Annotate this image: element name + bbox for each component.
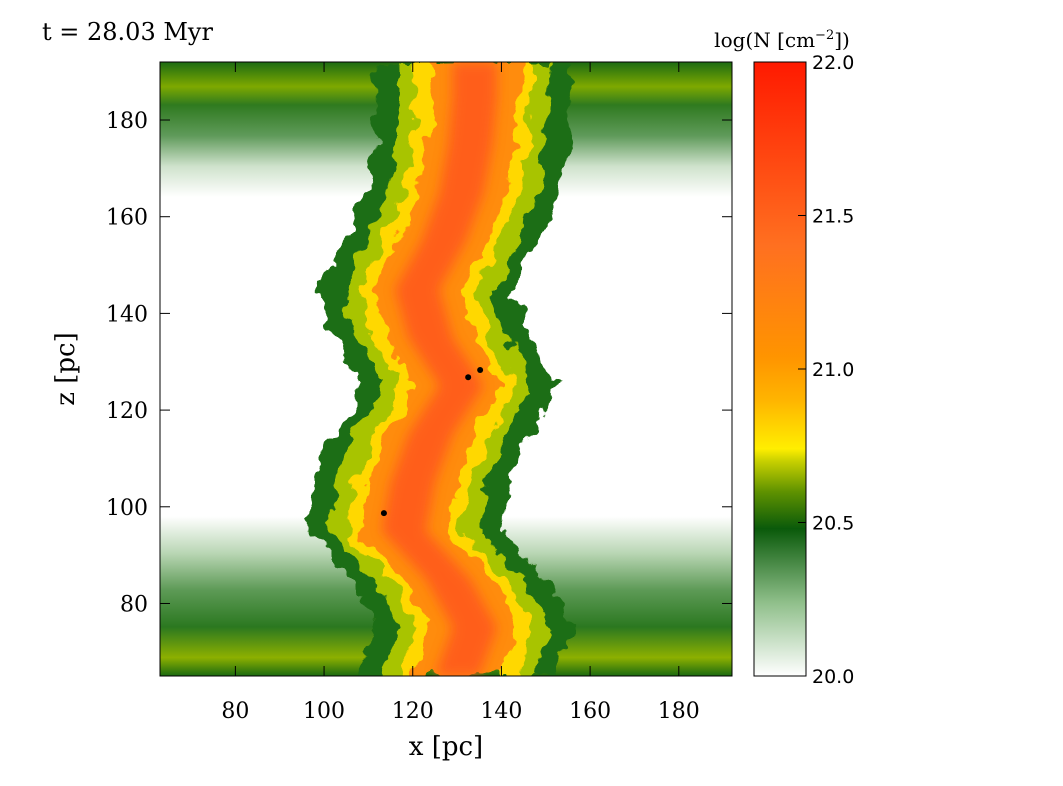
y-axis-label: z [pc]: [51, 332, 81, 405]
colorbar: log(N [cm−2]) 20.0 20.5 21.0 21.5 22.0: [714, 28, 854, 688]
y-tick-label: 160: [106, 206, 148, 231]
colorbar-label-suffix: ]): [834, 28, 850, 52]
y-tick-label: 180: [106, 109, 148, 134]
y-tick-label: 120: [106, 399, 148, 424]
sink-particle: [477, 366, 484, 373]
sink-particle: [465, 374, 472, 381]
colorbar-tick-label: 22.0: [812, 52, 854, 74]
y-tick-label: 100: [106, 496, 148, 521]
plot-title: t = 28.03 Myr: [42, 18, 213, 46]
colorbar-tick-label: 20.0: [812, 666, 854, 688]
colorbar-label: log(N [cm−2]): [714, 28, 850, 52]
colorbar-tick-label: 21.5: [812, 206, 854, 228]
plot-frame: [159, 61, 733, 677]
x-tick-label: 140: [480, 699, 522, 724]
colorbar-ticks: 20.0 20.5 21.0 21.5 22.0: [798, 52, 854, 688]
colorbar-gradient: [753, 61, 807, 677]
density-filament: [306, 62, 573, 676]
sink-particles: [380, 366, 484, 517]
x-tick-label: 180: [658, 699, 700, 724]
x-tick-label: 80: [221, 699, 249, 724]
x-tick-label: 160: [569, 699, 611, 724]
y-tick-label: 80: [120, 592, 148, 617]
colorbar-label-exponent: −2: [815, 28, 834, 43]
colorbar-label-prefix: log(N [cm: [714, 28, 815, 52]
colorbar-tick-label: 20.5: [812, 513, 854, 535]
colorbar-tick-label: 21.0: [812, 359, 854, 381]
x-axis: 80 100 120 140 160 180: [221, 62, 700, 724]
x-tick-label: 120: [392, 699, 434, 724]
filament-core: [381, 62, 497, 676]
y-tick-label: 140: [106, 302, 148, 327]
x-tick-label: 100: [303, 699, 345, 724]
heatmap-plot: 80 100 120 140 160 180 80 100 120 140 160 180: [106, 61, 733, 724]
heatmap-image: [160, 62, 732, 676]
sink-particle: [380, 510, 387, 517]
x-axis-label: x [pc]: [409, 732, 483, 762]
y-axis: 80 100 120 140 160 180: [106, 109, 732, 617]
